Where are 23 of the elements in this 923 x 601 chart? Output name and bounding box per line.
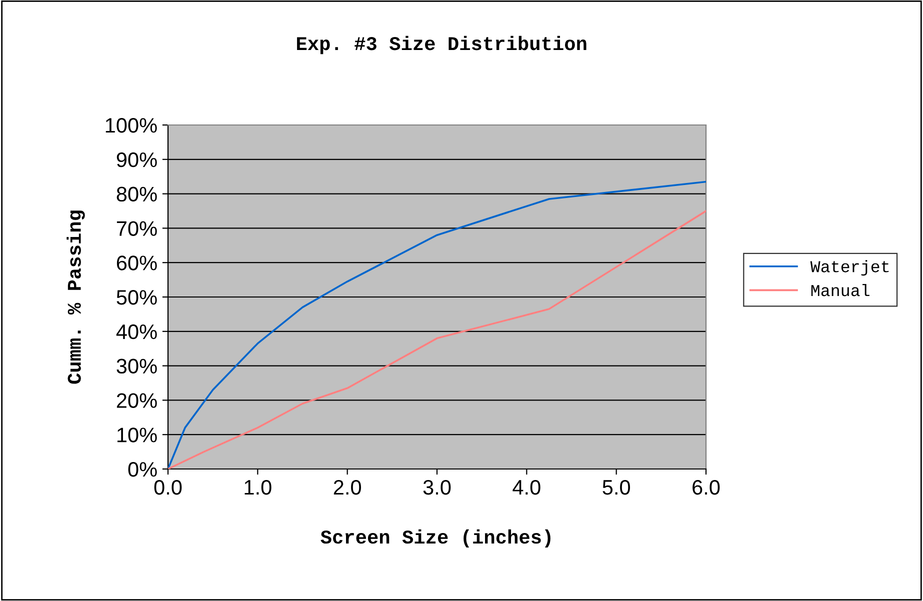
y-tick-label: 60% <box>116 256 157 270</box>
legend-label: Manual <box>811 284 870 296</box>
y-tick-label: 40% <box>116 324 157 340</box>
y-tick-label: 30% <box>116 358 157 374</box>
y-tick-label: 50% <box>116 290 157 305</box>
x-tick-label: 3.0 <box>423 480 451 495</box>
chart-title: Exp. #3 Size Distribution <box>297 36 586 54</box>
x-axis-title: Screen Size (inches) <box>320 529 550 548</box>
y-tick-label: 90% <box>116 152 157 168</box>
x-tick-label: 5.0 <box>602 480 630 495</box>
x-tick-label: 4.0 <box>512 480 540 495</box>
x-tick-label: 0.0 <box>154 480 182 495</box>
legend-label: Waterjet <box>810 260 889 276</box>
y-tick-label: 80% <box>116 186 157 202</box>
y-tick-label: 10% <box>117 428 157 442</box>
y-tick-label: 20% <box>116 393 157 408</box>
x-tick-label: 6.0 <box>692 480 720 495</box>
y-tick-label: 0% <box>128 462 157 477</box>
y-axis-title: Cumm. % Passing <box>66 210 85 384</box>
x-tick-label: 1.0 <box>244 480 272 495</box>
x-tick-label: 2.0 <box>334 480 361 495</box>
y-tick-label: 70% <box>116 221 157 236</box>
y-tick-label: 100% <box>106 118 157 133</box>
